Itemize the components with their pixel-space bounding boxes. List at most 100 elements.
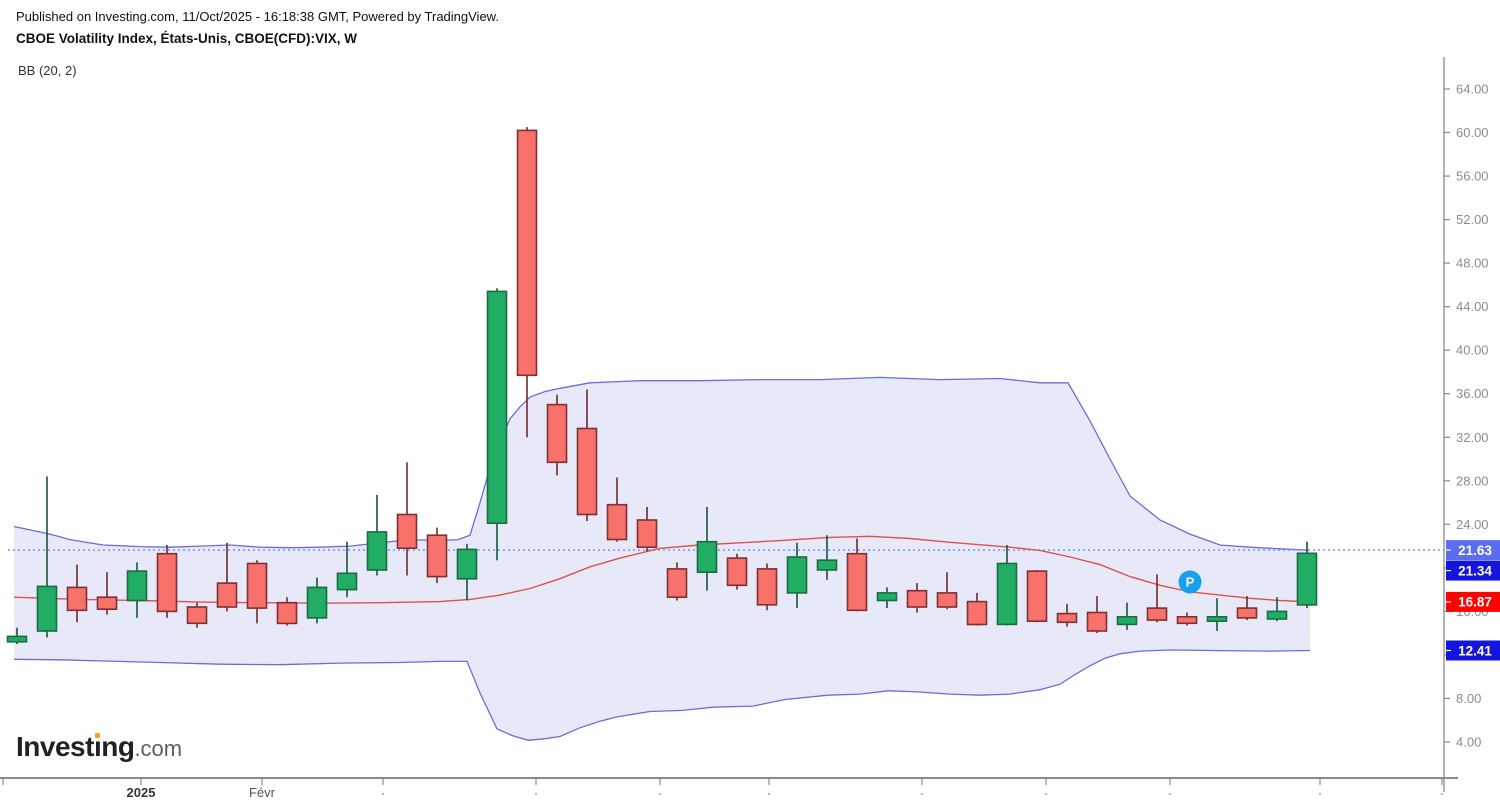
time-tick-dot bbox=[1319, 793, 1321, 795]
candle[interactable] bbox=[216, 542, 238, 612]
price-badge: 21.63 bbox=[1446, 540, 1500, 561]
candle[interactable] bbox=[1206, 598, 1228, 631]
candle-body bbox=[846, 552, 868, 612]
candle[interactable] bbox=[306, 577, 328, 624]
price-badge: 12.41 bbox=[1446, 640, 1500, 661]
candle-body bbox=[516, 129, 538, 377]
price-badge: 16.87 bbox=[1446, 591, 1500, 612]
candle-body bbox=[906, 589, 928, 608]
candle-body bbox=[1026, 570, 1048, 622]
candle[interactable] bbox=[1176, 612, 1198, 626]
candle-body bbox=[66, 586, 88, 612]
candle[interactable] bbox=[1266, 597, 1288, 622]
time-tick-dot bbox=[921, 793, 923, 795]
published-line: Published on Investing.com, 11/Oct/2025 … bbox=[16, 9, 499, 24]
candle-body bbox=[996, 562, 1018, 626]
candle[interactable] bbox=[966, 592, 988, 626]
price-tick-label: 56.00 bbox=[1456, 169, 1489, 184]
candle-body bbox=[96, 596, 118, 611]
candle-body bbox=[126, 570, 148, 602]
candle[interactable] bbox=[516, 127, 538, 438]
time-tick-dot bbox=[382, 793, 384, 795]
candle[interactable] bbox=[546, 394, 568, 476]
candle[interactable] bbox=[876, 587, 898, 609]
candle-body bbox=[486, 290, 508, 524]
candle[interactable] bbox=[336, 541, 358, 598]
price-tick-label: 24.00 bbox=[1456, 517, 1489, 532]
candle[interactable] bbox=[606, 477, 628, 542]
marker-label: P bbox=[1186, 575, 1195, 590]
time-tick-dot bbox=[659, 793, 661, 795]
candle[interactable] bbox=[66, 564, 88, 623]
time-axis[interactable]: 2025 Févr bbox=[0, 777, 1458, 800]
candle-body bbox=[636, 519, 658, 549]
price-tick-label: 60.00 bbox=[1456, 125, 1489, 140]
candle[interactable] bbox=[1236, 596, 1258, 621]
candle-body bbox=[1176, 615, 1198, 625]
candle[interactable] bbox=[456, 543, 478, 601]
price-tick-label: 28.00 bbox=[1456, 473, 1489, 488]
candle-body bbox=[246, 562, 268, 609]
candle[interactable] bbox=[576, 389, 598, 522]
candle[interactable] bbox=[366, 494, 388, 576]
candle[interactable] bbox=[756, 563, 778, 611]
candle[interactable] bbox=[816, 535, 838, 580]
candle[interactable] bbox=[396, 462, 418, 576]
price-badge-value: 21.34 bbox=[1458, 563, 1492, 578]
candle[interactable] bbox=[486, 288, 508, 561]
candle-body bbox=[606, 503, 628, 541]
candle-body bbox=[276, 601, 298, 625]
price-tick-label: 64.00 bbox=[1456, 82, 1489, 97]
candle[interactable] bbox=[936, 572, 958, 610]
candle[interactable] bbox=[246, 560, 268, 624]
chart-title: CBOE Volatility Index, États-Unis, CBOE(… bbox=[16, 31, 358, 46]
candle[interactable] bbox=[636, 506, 658, 552]
candle[interactable] bbox=[186, 602, 208, 628]
candle[interactable] bbox=[1086, 596, 1108, 634]
price-tick-label: 44.00 bbox=[1456, 299, 1489, 314]
candle-body bbox=[6, 635, 28, 643]
candle[interactable] bbox=[1296, 541, 1318, 609]
candle[interactable] bbox=[276, 597, 298, 626]
candle-body bbox=[876, 592, 898, 602]
candle-body bbox=[1146, 607, 1168, 621]
candle-body bbox=[366, 531, 388, 571]
price-badge-bg bbox=[1446, 540, 1500, 561]
candle[interactable] bbox=[696, 506, 718, 591]
candle-body bbox=[936, 592, 958, 608]
candle[interactable] bbox=[36, 476, 58, 638]
price-tick-label: 8.00 bbox=[1456, 691, 1481, 706]
candle-body bbox=[666, 568, 688, 599]
candle[interactable] bbox=[126, 562, 148, 618]
price-axis[interactable]: 64.00 60.00 56.00 52.00 48.00 44.00 40.00 36.00… bbox=[1443, 57, 1489, 792]
candle-body bbox=[1116, 615, 1138, 626]
candle-body bbox=[456, 548, 478, 580]
candle[interactable] bbox=[426, 527, 448, 584]
candle-body bbox=[786, 556, 808, 594]
candle-body bbox=[816, 559, 838, 571]
candle-body bbox=[1296, 552, 1318, 606]
candle-body bbox=[186, 606, 208, 625]
candle[interactable] bbox=[996, 545, 1018, 626]
candle[interactable] bbox=[6, 627, 28, 644]
candle[interactable] bbox=[846, 538, 868, 612]
candle[interactable] bbox=[1116, 602, 1138, 630]
event-marker-p[interactable]: P bbox=[1178, 570, 1202, 594]
price-badge-bg bbox=[1446, 560, 1500, 581]
marker-circle bbox=[1178, 570, 1202, 594]
candle[interactable] bbox=[906, 583, 928, 613]
candle-body bbox=[156, 552, 178, 613]
candle[interactable] bbox=[1056, 603, 1078, 627]
candle[interactable] bbox=[726, 553, 748, 590]
candle[interactable] bbox=[96, 572, 118, 615]
candle-body bbox=[336, 572, 358, 591]
candle[interactable] bbox=[666, 562, 688, 601]
candle[interactable] bbox=[156, 545, 178, 618]
candle[interactable] bbox=[786, 542, 808, 609]
price-tick-label: 52.00 bbox=[1456, 212, 1489, 227]
candle[interactable] bbox=[1146, 574, 1168, 623]
candle[interactable] bbox=[1026, 570, 1048, 623]
price-tick-label: 48.00 bbox=[1456, 256, 1489, 271]
